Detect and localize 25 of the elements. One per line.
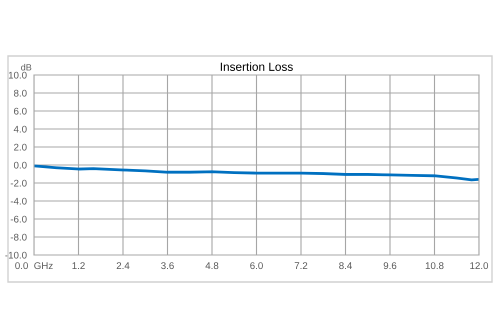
y-tick-label: -4.0: [10, 198, 27, 205]
y-tick-label: -8.0: [10, 234, 27, 241]
y-tick-label: 8.0: [14, 90, 27, 97]
y-axis-title: dB: [21, 64, 32, 71]
x-tick-label: 8.4: [339, 262, 352, 270]
y-tick-label: 2.0: [14, 144, 27, 151]
x-tick-label: 3.6: [161, 262, 174, 270]
x-tick-label: 1.2: [72, 262, 85, 269]
y-tick-label: 6.0: [14, 108, 27, 115]
x-tick-label: 2.4: [116, 262, 130, 269]
x-tick-label: 6.0: [250, 262, 263, 270]
x-tick-label: 12.0: [470, 262, 488, 270]
y-tick-label: -6.0: [10, 216, 27, 223]
y-tick-label: 4.0: [14, 126, 27, 133]
x-tick-label: 7.2: [294, 262, 308, 269]
chart-title: Insertion Loss: [220, 62, 293, 71]
line-series: [34, 164, 479, 182]
y-tick-label: 10.0: [8, 72, 27, 79]
x-tick-label: 0.0 GHz: [15, 262, 53, 270]
x-tick-label: 9.6: [384, 262, 396, 270]
x-tick-label: 4.8: [205, 262, 218, 270]
y-tick-label: 0.0: [14, 162, 27, 169]
y-tick-label: -10.0: [5, 252, 27, 259]
x-tick-label: 10.8: [426, 262, 444, 270]
y-tick-label: -2.0: [10, 180, 27, 187]
